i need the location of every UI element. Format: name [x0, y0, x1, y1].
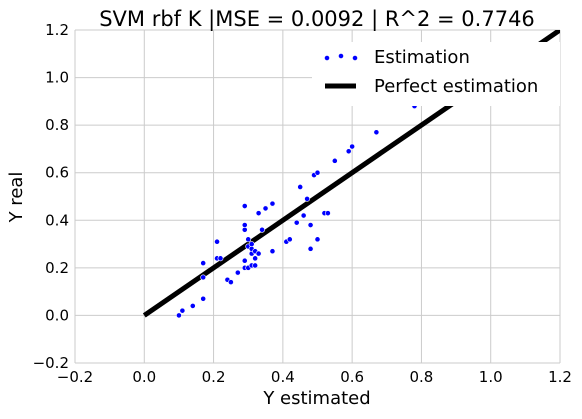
- scatter-point: [324, 210, 331, 217]
- scatter-point: [248, 241, 255, 247]
- y-tick-label: 0.2: [45, 259, 69, 277]
- x-tick-label: 1.2: [548, 368, 572, 386]
- legend-scatter-dot: [338, 53, 344, 59]
- y-tick-label: 0.8: [45, 116, 69, 134]
- scatter-point: [255, 250, 262, 257]
- legend-box: [312, 42, 560, 106]
- scatter-point: [314, 236, 321, 243]
- scatter-point: [286, 236, 293, 243]
- scatter-point: [297, 184, 304, 190]
- scatter-point: [214, 238, 220, 245]
- scatter-point: [245, 236, 252, 243]
- scatter-point: [262, 205, 269, 212]
- y-tick-label: 0.4: [45, 211, 69, 229]
- legend-scatter-dot: [324, 55, 330, 61]
- scatter-point: [269, 248, 276, 255]
- x-tick-label: 0.0: [132, 368, 156, 386]
- scatter-point: [349, 143, 356, 150]
- chart-title: SVM rbf K |MSE = 0.0092 | R^2 = 0.7746: [99, 7, 535, 32]
- scatter-point: [200, 260, 207, 266]
- scatter-point: [269, 200, 276, 207]
- scatter-point: [189, 303, 196, 309]
- x-tick-label: −0.2: [57, 368, 93, 386]
- legend-scatter-marker: [324, 53, 358, 61]
- scatter-point: [241, 203, 248, 209]
- scatter-point: [200, 295, 207, 302]
- scatter-point: [259, 226, 265, 233]
- scatter-point: [217, 255, 224, 262]
- x-tick-label: 0.8: [409, 368, 433, 386]
- scatter-point: [241, 257, 248, 264]
- scatter-point: [331, 157, 338, 164]
- scatter-point: [300, 212, 307, 219]
- scatter-point: [307, 222, 314, 228]
- legend: Estimation Perfect estimation: [312, 42, 560, 106]
- scatter-point: [304, 195, 311, 202]
- scatter-point: [176, 312, 182, 319]
- y-tick-label: 1.0: [45, 69, 69, 87]
- scatter-point: [179, 307, 186, 314]
- x-axis-title: Y estimated: [262, 388, 370, 409]
- legend-label-perfect: Perfect estimation: [374, 76, 538, 97]
- legend-label-estimation: Estimation: [374, 47, 470, 68]
- x-tick-label: 0.6: [340, 368, 364, 386]
- scatter-point: [307, 245, 314, 252]
- scatter-point: [241, 222, 248, 228]
- x-tick-label: 0.4: [271, 368, 295, 386]
- scatter-point: [255, 210, 262, 217]
- scatter-point: [345, 148, 352, 155]
- scatter-point: [252, 262, 259, 269]
- scatter-point: [252, 255, 259, 262]
- y-tick-label: 1.2: [45, 21, 69, 39]
- y-tick-label: 0.0: [45, 306, 69, 324]
- scatter-point: [373, 129, 380, 136]
- y-tick-label: 0.6: [45, 164, 69, 182]
- scatter-point: [241, 226, 248, 233]
- legend-scatter-dot: [352, 55, 358, 61]
- scatter-point: [200, 274, 207, 281]
- scatter-point: [227, 279, 234, 286]
- x-tick-label: 0.2: [202, 368, 226, 386]
- y-tick-label: −0.2: [33, 354, 69, 372]
- x-tick-label: 1.0: [479, 368, 503, 386]
- y-axis-title: Y real: [6, 172, 27, 224]
- tick-labels: −0.2 0.0 0.2 0.4 0.6 0.8 1.0 1.2 −0.2 0.0 0.2 0.4 0.…: [33, 21, 572, 386]
- scatter-point: [234, 269, 241, 276]
- scatter-point: [314, 169, 321, 176]
- scatter-point: [293, 219, 300, 226]
